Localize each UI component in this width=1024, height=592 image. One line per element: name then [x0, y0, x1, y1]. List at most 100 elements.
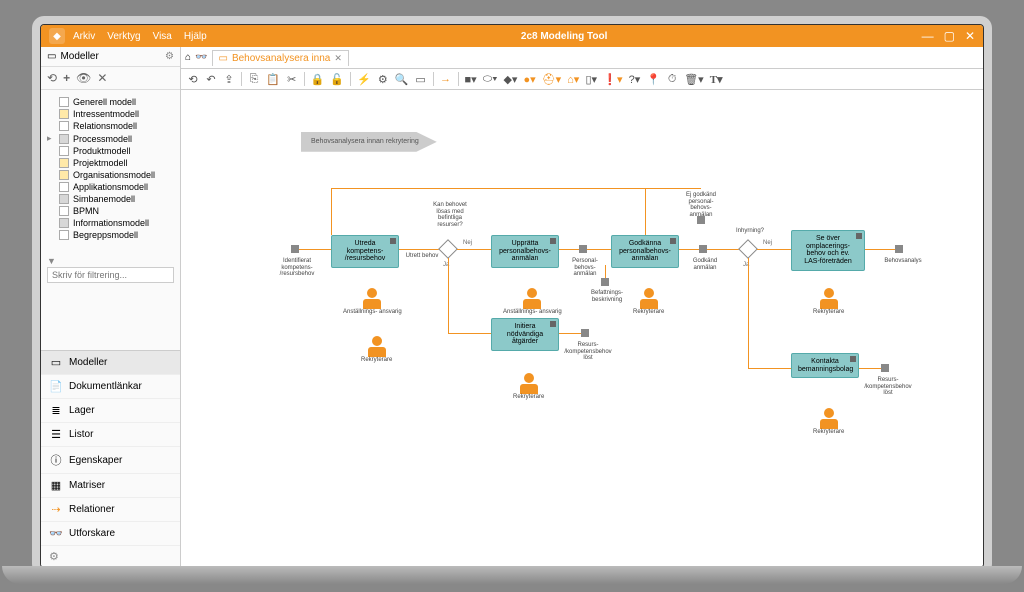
folder-icon: ▭ [47, 51, 56, 62]
flow [331, 188, 701, 189]
tool-lock[interactable]: 🔒 [311, 73, 325, 86]
tree-item[interactable]: Applikationsmodell [45, 181, 176, 193]
tree-item[interactable]: Begreppsmodell [45, 229, 176, 241]
tool-shape-clock[interactable]: ⏱ [666, 73, 678, 86]
event-resurs1[interactable] [581, 329, 589, 337]
tool-refresh[interactable]: ⟲ [187, 73, 199, 86]
tool-share[interactable]: ⇪ [223, 73, 235, 86]
menu-verktyg[interactable]: Verktyg [107, 31, 140, 42]
actor-1[interactable]: Anställnings- ansvarig [343, 288, 402, 315]
sidebar: ▭ Modeller ⚙ ⟲ + 👁 ✕ Generell modellIntr… [41, 47, 181, 567]
box-godkanna[interactable]: Godkänna personalbehovs- anmälan [611, 235, 679, 268]
tool-cut[interactable]: ✂ [286, 73, 298, 86]
delete-button[interactable]: ✕ [97, 71, 107, 85]
panel-relationer[interactable]: ⇢Relationer [41, 498, 180, 522]
start-event[interactable] [291, 245, 299, 253]
box-seover[interactable]: Se över omplacerings- behov och ev. LAS-… [791, 230, 865, 271]
tree-item[interactable]: Produktmodell [45, 145, 176, 157]
menu-hjalp[interactable]: Hjälp [184, 31, 207, 42]
panel-modeller[interactable]: ▭Modeller [41, 351, 180, 375]
window-maximize[interactable]: ▢ [944, 29, 955, 43]
panel-egenskaper[interactable]: ⓘEgenskaper [41, 447, 180, 474]
tool-gear[interactable]: ⚙ [377, 73, 389, 86]
tool-shape-oval[interactable]: ⬭▾ [483, 73, 498, 86]
tool-paste[interactable]: 📋 [266, 73, 280, 86]
menu-arkiv[interactable]: Arkiv [73, 31, 95, 42]
gateway-2[interactable] [738, 239, 758, 259]
tab-active[interactable]: ▭ Behovsanalysera inna ✕ [212, 50, 349, 66]
tree-item[interactable]: Generell modell [45, 96, 176, 108]
box-initiera[interactable]: Initiera nödvändiga åtgärder [491, 318, 559, 351]
add-button[interactable]: + [63, 71, 70, 85]
canvas[interactable]: Behovsanalysera innan rekrytering Identi… [181, 90, 983, 567]
box-utreda[interactable]: Utreda kompetens- /resursbehov [331, 235, 399, 268]
tool-text[interactable]: T▾ [710, 73, 723, 86]
event-godkand[interactable] [699, 245, 707, 253]
label-ejgodkand: Ej godkänd personal- behovs- anmälan [681, 192, 721, 218]
tool-shape-info[interactable]: ❗▾ [603, 73, 622, 86]
tool-shape-hat[interactable]: ⛑▾ [542, 73, 562, 86]
tool-zoom[interactable]: 🔍 [395, 73, 409, 86]
tool-copy[interactable]: ⎘ [248, 73, 260, 86]
sidebar-gear-icon[interactable]: ⚙ [165, 51, 174, 62]
actor-7[interactable]: Rekryterare [813, 408, 844, 435]
tree-item[interactable]: Informationsmodell [45, 217, 176, 229]
tool-shape-pin[interactable]: 📍 [647, 73, 661, 86]
window-minimize[interactable]: — [922, 29, 934, 43]
tool-arrow[interactable]: → [440, 73, 452, 85]
tree-item[interactable]: BPMN [45, 205, 176, 217]
actor-3[interactable]: Anställnings- ansvarig [503, 288, 562, 315]
bottom-panels: ▭Modeller📄Dokumentlänkar≣Lager☰ListorⓘEg… [41, 350, 180, 546]
doc-event[interactable] [579, 245, 587, 253]
tool-lightning[interactable]: ⚡ [357, 73, 371, 86]
tree-item[interactable]: Projektmodell [45, 157, 176, 169]
event-ej[interactable] [697, 216, 705, 224]
panel-dokumentlänkar[interactable]: 📄Dokumentlänkar [41, 375, 180, 399]
panel-matriser[interactable]: ▦Matriser [41, 474, 180, 498]
sidebar-toolbar: ⟲ + 👁 ✕ [41, 67, 180, 90]
binoculars-icon[interactable]: 👓 [195, 52, 207, 63]
actor-6[interactable]: Rekryterare [813, 288, 844, 315]
window-close[interactable]: ✕ [965, 29, 975, 43]
end-event[interactable] [895, 245, 903, 253]
refresh-button[interactable]: ⟲ [47, 71, 57, 85]
flow [679, 249, 741, 250]
tool-undo[interactable]: ↶ [205, 73, 217, 86]
tool-shape-doc[interactable]: ▯▾ [585, 73, 597, 86]
tree-item[interactable]: Intressentmodell [45, 108, 176, 120]
tool-shape-sq[interactable]: ■▾ [465, 73, 477, 86]
panel-listor[interactable]: ☰Listor [41, 423, 180, 447]
window-title: 2c8 Modeling Tool [207, 31, 922, 42]
actor-4[interactable]: Rekryterare [633, 288, 664, 315]
tool-fit[interactable]: ▭ [415, 73, 427, 86]
view-button[interactable]: 👁 [76, 71, 91, 85]
box-uppratta[interactable]: Upprätta personalbehovs- anmälan [491, 235, 559, 268]
app-logo: ◆ [49, 28, 65, 44]
label-resurs1: Resurs- /kompetensbehov löst [563, 342, 613, 362]
panel-utforskare[interactable]: 👓Utforskare [41, 522, 180, 546]
tree-item[interactable]: Simbanemodell [45, 193, 176, 205]
tree-item[interactable]: Relationsmodell [45, 120, 176, 132]
tool-shape-trash[interactable]: 🗑▾ [684, 73, 704, 86]
menu-visa[interactable]: Visa [153, 31, 172, 42]
settings-gear-icon[interactable]: ⚙ [41, 546, 180, 567]
model-tree: Generell modellIntressentmodellRelations… [41, 90, 180, 247]
tool-shape-help[interactable]: ?▾ [629, 73, 641, 86]
start-shape[interactable]: Behovsanalysera innan rekrytering [301, 132, 437, 152]
event-resurs2[interactable] [881, 364, 889, 372]
tool-shape-circle[interactable]: ●▾ [523, 73, 535, 86]
gateway-1[interactable] [438, 239, 458, 259]
event-befatt[interactable] [601, 278, 609, 286]
panel-lager[interactable]: ≣Lager [41, 399, 180, 423]
tab-close-icon[interactable]: ✕ [334, 53, 342, 64]
box-kontakta[interactable]: Kontakta bemanningsbolag [791, 353, 859, 378]
tool-shape-home[interactable]: ⌂▾ [567, 73, 579, 86]
filter-input[interactable] [47, 267, 174, 283]
tool-shape-diamond[interactable]: ◆▾ [503, 73, 517, 86]
home-icon[interactable]: ⌂ [185, 52, 191, 63]
actor-5[interactable]: Rekryterare [513, 373, 544, 400]
tree-item[interactable]: Organisationsmodell [45, 169, 176, 181]
tool-unlock[interactable]: 🔓 [330, 73, 344, 86]
actor-2[interactable]: Rekryterare [361, 336, 392, 363]
tree-item[interactable]: ▸Processmodell [45, 132, 176, 145]
